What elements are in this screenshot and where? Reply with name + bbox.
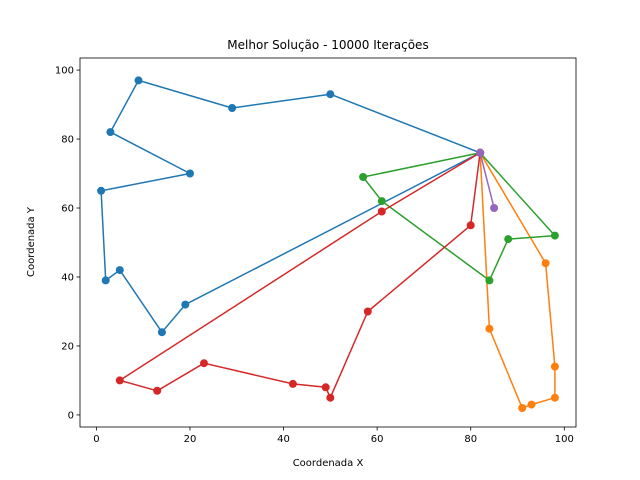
- series-2-point: [518, 404, 527, 412]
- y-tick-label: 60: [61, 204, 74, 215]
- y-tick-label: 100: [55, 66, 74, 77]
- y-tick-label: 40: [61, 272, 74, 283]
- series-5-point: [490, 204, 499, 212]
- series-4-point: [288, 379, 297, 388]
- series-4-point: [377, 207, 386, 216]
- series-1: [97, 76, 485, 337]
- series-2-line: [479, 151, 556, 409]
- axes-frame: [79, 57, 577, 428]
- series-3-point: [550, 231, 559, 240]
- series-2-point: [485, 324, 494, 333]
- series-1-point: [106, 128, 115, 137]
- series-1-point: [186, 169, 194, 178]
- x-axis-label: Coordenada X: [293, 458, 364, 469]
- x-tick-label: 60: [371, 434, 384, 445]
- series-3-point: [485, 276, 494, 285]
- series-1-point: [101, 276, 110, 285]
- series-4-point: [363, 307, 372, 316]
- series-1-point: [326, 90, 335, 99]
- series-1-point: [228, 104, 237, 112]
- series-4-point: [115, 376, 124, 385]
- series-3-point: [359, 173, 368, 181]
- series-5-point: [476, 148, 485, 157]
- series-2-point: [550, 393, 559, 402]
- y-tick-label: 0: [68, 410, 74, 421]
- series-2-point: [527, 400, 536, 409]
- series-3-point: [377, 197, 386, 206]
- series-1-point: [97, 186, 106, 195]
- series-1-line: [100, 79, 482, 333]
- series-2-point: [541, 259, 550, 268]
- series-1-point: [134, 76, 143, 85]
- x-tick-label: 80: [464, 434, 477, 445]
- chart-title: Melhor Solução - 10000 Iterações: [227, 38, 428, 52]
- x-tick-label: 100: [555, 434, 574, 445]
- x-tick-label: 40: [277, 434, 290, 445]
- series-4-point: [200, 359, 208, 368]
- x-tick-label: 20: [184, 434, 197, 445]
- series-1-point: [181, 300, 190, 309]
- series-1-point: [157, 328, 166, 337]
- series-5: [476, 148, 499, 212]
- plot-area: [97, 76, 559, 412]
- series-3-point: [504, 235, 513, 244]
- series-4-point: [153, 386, 162, 395]
- series-2-point: [550, 362, 559, 371]
- series-4-point: [321, 383, 330, 392]
- y-tick-label: 80: [61, 135, 74, 146]
- axes: 0 20 40 60 80 100 0 20 40 60 80 100: [55, 57, 577, 445]
- y-axis-label: Coordenada Y: [26, 206, 37, 277]
- x-tick-label: 0: [93, 434, 99, 445]
- series-4-point: [326, 393, 335, 402]
- series-1-point: [115, 266, 124, 275]
- y-tick-label: 20: [61, 341, 74, 352]
- series-4-point: [466, 221, 475, 230]
